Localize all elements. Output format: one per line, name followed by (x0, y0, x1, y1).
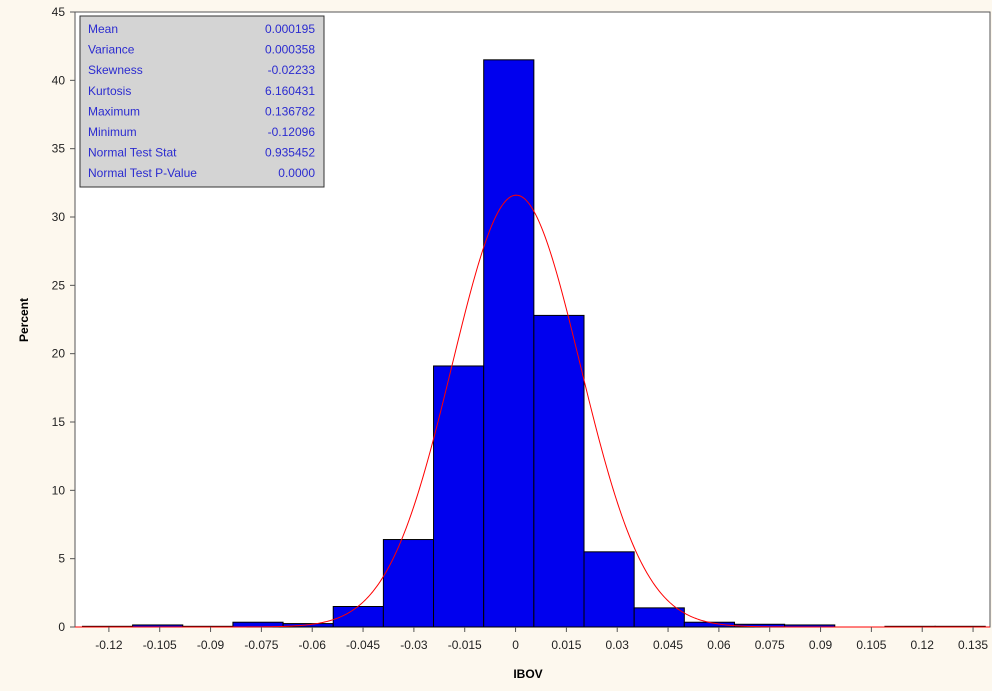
stat-value: 0.000195 (265, 22, 315, 36)
x-tick-label: -0.12 (95, 638, 123, 652)
normal-curve-line (75, 194, 990, 628)
stat-label: Variance (88, 43, 135, 57)
y-tick-label: 45 (52, 5, 66, 19)
y-tick-label: 40 (52, 73, 66, 87)
histogram-bar (583, 551, 635, 628)
histogram-bar (382, 539, 435, 628)
y-tick-label: 10 (52, 483, 66, 497)
x-tick-label: 0.105 (856, 638, 886, 652)
x-tick-label: 0.015 (551, 638, 581, 652)
y-tick-label: 5 (58, 552, 65, 566)
histogram-bar (433, 365, 485, 628)
y-tick-label: 15 (52, 415, 66, 429)
y-tick-label: 0 (58, 620, 65, 634)
x-tick-label: -0.045 (346, 638, 380, 652)
stat-value: -0.02233 (268, 63, 316, 77)
x-tick-label: 0.09 (809, 638, 833, 652)
x-tick-label: 0 (512, 638, 519, 652)
x-tick-label: -0.015 (448, 638, 482, 652)
y-tick-label: 20 (52, 347, 66, 361)
stat-value: 6.160431 (265, 84, 315, 98)
x-tick-label: -0.075 (244, 638, 278, 652)
statistics-legend: Mean 0.000195 Variance 0.000358 Skewness -0.0… (79, 15, 325, 188)
x-tick-label: 0.12 (911, 638, 935, 652)
y-tick-label: 30 (52, 210, 66, 224)
stat-value: 0.935452 (265, 146, 315, 160)
stat-label: Skewness (88, 63, 143, 77)
stat-value: -0.12096 (268, 125, 316, 139)
histogram-bar (533, 314, 585, 628)
x-tick-label: 0.075 (755, 638, 785, 652)
x-tick-label: -0.06 (299, 638, 327, 652)
stat-label: Maximum (88, 104, 140, 118)
stat-value: 0.000358 (265, 43, 315, 57)
x-tick-label: 0.045 (653, 638, 683, 652)
x-tick-label: -0.09 (197, 638, 225, 652)
stat-value: 0.136782 (265, 104, 315, 118)
x-axis-title: IBOV (513, 667, 542, 681)
stat-label: Mean (88, 22, 118, 36)
stat-label: Normal Test Stat (88, 146, 177, 160)
x-tick-label: 0.135 (958, 638, 988, 652)
x-tick-label: -0.105 (143, 638, 177, 652)
stat-label: Kurtosis (88, 84, 131, 98)
x-tick-label: -0.03 (400, 638, 428, 652)
histogram-bar (633, 607, 685, 628)
x-tick-label: 0.06 (707, 638, 731, 652)
x-tick-label: 0.03 (606, 638, 630, 652)
stat-label: Minimum (88, 125, 137, 139)
y-tick-label: 35 (52, 142, 66, 156)
statistics-legend-background (79, 15, 325, 188)
y-axis-title: Percent (17, 298, 31, 342)
stat-value: 0.0000 (278, 166, 315, 180)
histogram-bar (483, 59, 535, 628)
y-tick-label: 25 (52, 278, 66, 292)
stat-label: Normal Test P-Value (88, 166, 197, 180)
